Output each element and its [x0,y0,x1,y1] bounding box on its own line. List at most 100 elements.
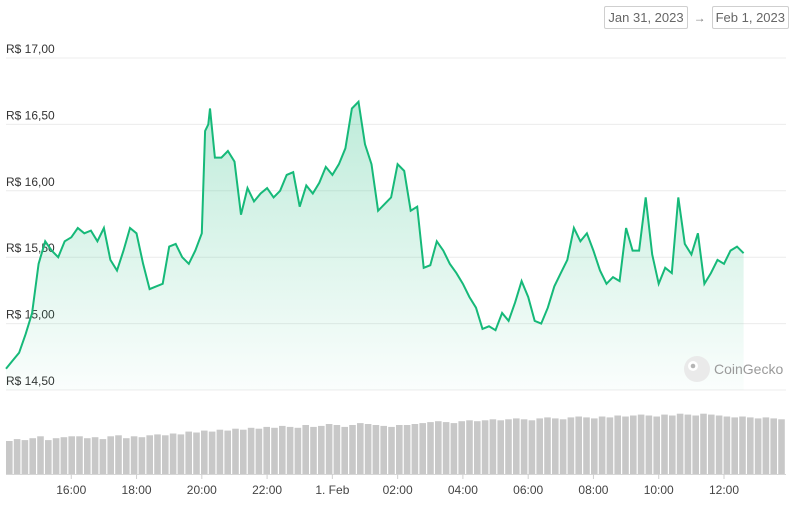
volume-bar [271,427,278,474]
volume-bar [29,438,36,474]
volume-bar [6,441,13,474]
volume-bar [263,426,270,474]
volume-bar [286,426,294,474]
x-tick-label: 20:00 [187,483,217,497]
volume-bar [770,418,777,474]
gecko-pupil-icon [690,363,696,369]
volume-bar [294,427,302,474]
volume-bar [341,426,348,474]
volume-bar [637,414,645,474]
volume-bar [403,425,411,474]
volume-bar [302,425,309,474]
volume-bar [107,436,114,474]
volume-bar [458,421,465,474]
volume-bar [52,438,60,474]
volume-bar [185,431,192,474]
volume-bar [279,425,286,474]
volume-bar [325,424,333,474]
x-tick-label: 10:00 [644,483,674,497]
x-axis: 16:00 18:00 20:00 22:00 1. Feb 02:00 04:00 06:0… [6,474,786,497]
volume-bar [520,419,528,474]
volume-bar [591,418,598,474]
volume-bar [723,416,731,474]
volume-bar [162,435,169,474]
volume-bar [606,417,614,474]
x-tick-label: 06:00 [513,483,543,497]
volume-bar [474,421,481,474]
range-arrow-icon: → [693,10,706,25]
volume-bar [91,437,99,474]
volume-bar [76,436,83,474]
volume-bar [21,440,29,474]
volume-bar [364,424,372,474]
volume-bar [622,416,629,474]
start-date-input[interactable]: Jan 31, 2023 [604,6,688,29]
y-tick-label: R$ 17,00 [6,42,55,56]
volume-bar [747,417,754,474]
volume-bar [208,431,216,474]
volume-bar [645,415,653,474]
volume-bar [708,414,715,474]
volume-bar [13,439,21,474]
volume-bar [427,422,434,474]
volume-bar [357,423,364,474]
volume-bar [466,420,473,474]
volume-bar [84,438,91,474]
volume-bar [138,437,146,474]
volume-bar [762,417,770,474]
volume-bar [130,436,138,474]
volume-bar [552,418,559,474]
volume-bar [372,425,380,474]
volume-bar [68,436,75,474]
coingecko-watermark: CoinGecko [684,356,783,382]
volume-bar [513,418,520,474]
volume-bar [60,437,68,474]
volume-bar [598,416,606,474]
volume-bar [333,425,341,474]
volume-bar [489,419,497,474]
volume-bar [247,427,255,474]
x-tick-label: 02:00 [383,483,413,497]
volume-bar [661,414,668,474]
date-range-selector: Jan 31, 2023 → Feb 1, 2023 [604,6,789,29]
price-line[interactable] [5,99,745,370]
volume-bar [154,434,161,474]
volume-bar [380,425,387,474]
x-tick-label: 1. Feb [315,483,349,497]
volume-bar [614,415,621,474]
volume-bar [575,416,582,474]
y-tick-label: R$ 16,00 [6,175,55,189]
volume-bar [715,415,723,474]
volume-bar [559,419,567,474]
x-tick-label: 04:00 [448,483,478,497]
volume-bars [6,413,785,474]
volume-bar [255,428,263,474]
volume-bar [37,436,44,474]
volume-bar [201,430,208,474]
x-tick-label: 12:00 [709,483,739,497]
volume-bar [567,417,575,474]
volume-bar [505,419,512,474]
volume-bar [99,439,107,474]
volume-bar [115,435,122,474]
volume-bar [442,422,450,474]
volume-bar [146,435,153,474]
volume-bar [224,430,231,474]
volume-bar [310,426,317,474]
volume-bar [177,434,185,474]
volume-bar [232,428,239,474]
volume-bar [528,420,536,474]
volume-bar [669,415,676,474]
volume-bar [216,429,224,474]
volume-bar [388,426,395,474]
volume-bar [778,419,785,474]
volume-bar [544,417,551,474]
x-tick-label: 16:00 [56,483,86,497]
volume-bar [497,420,504,474]
volume-bar [169,433,177,474]
volume-bar [739,416,746,474]
price-area [6,101,744,391]
y-tick-label: R$ 16,50 [6,108,55,122]
end-date-input[interactable]: Feb 1, 2023 [711,6,789,29]
